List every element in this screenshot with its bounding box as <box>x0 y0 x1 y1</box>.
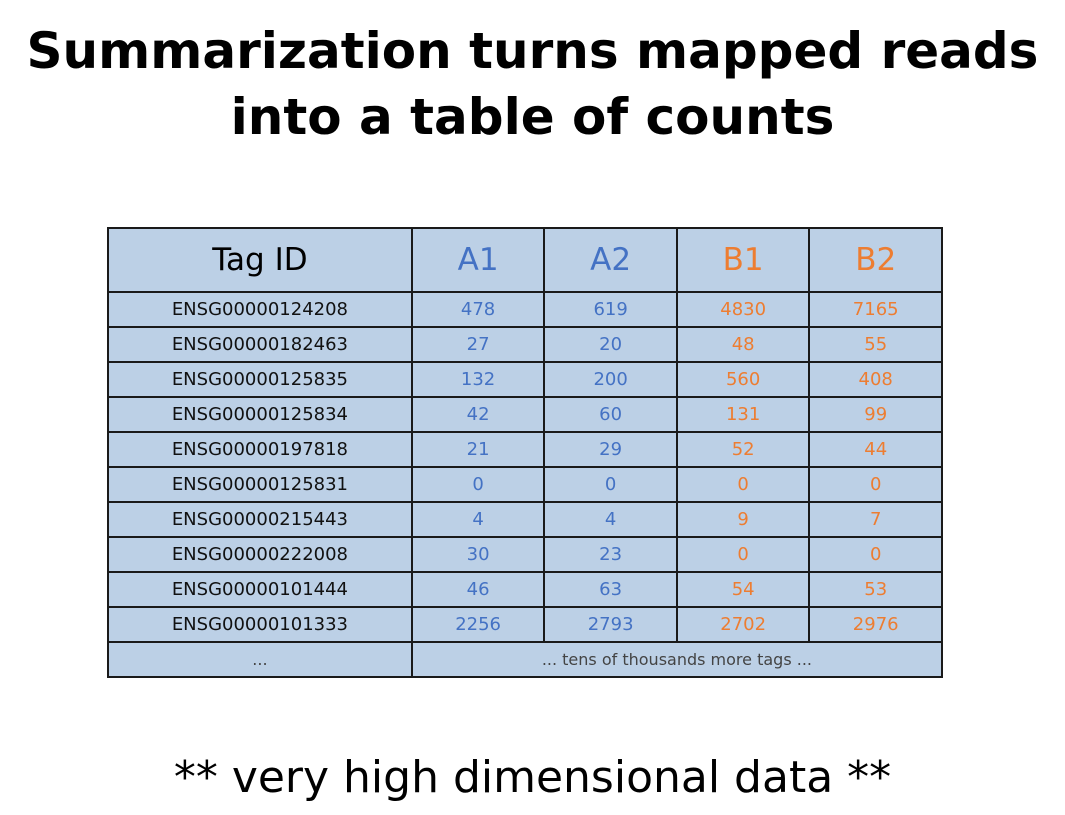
tag-id-cell: ENSG00000222008 <box>108 537 412 572</box>
count-cell-a1: 30 <box>412 537 545 572</box>
count-cell-a1: 478 <box>412 292 545 327</box>
count-cell-b2: 55 <box>809 327 942 362</box>
tag-id-cell: ENSG00000125835 <box>108 362 412 397</box>
count-cell-b2: 99 <box>809 397 942 432</box>
table-row: ENSG00000101444 46 63 54 53 <box>108 572 942 607</box>
count-cell-a1: 132 <box>412 362 545 397</box>
footer-caption: ** very high dimensional data ** <box>0 752 1065 803</box>
tag-id-cell: ENSG00000215443 <box>108 502 412 537</box>
count-cell-b2: 0 <box>809 467 942 502</box>
count-cell-a2: 4 <box>544 502 677 537</box>
tag-id-cell: ENSG00000101444 <box>108 572 412 607</box>
count-cell-b1: 131 <box>677 397 810 432</box>
tag-id-cell: ENSG00000197818 <box>108 432 412 467</box>
tag-id-cell: ENSG00000125831 <box>108 467 412 502</box>
count-cell-b1: 48 <box>677 327 810 362</box>
more-tags-note: ... tens of thousands more tags ... <box>412 642 942 677</box>
count-cell-a1: 27 <box>412 327 545 362</box>
tag-id-cell: ENSG00000182463 <box>108 327 412 362</box>
count-cell-a1: 2256 <box>412 607 545 642</box>
ellipsis-cell: ... <box>108 642 412 677</box>
count-cell-b1: 9 <box>677 502 810 537</box>
counts-table: Tag ID A1 A2 B1 B2 ENSG00000124208 478 6… <box>107 227 943 678</box>
count-cell-b2: 53 <box>809 572 942 607</box>
title-line-1: Summarization turns mapped reads <box>0 18 1065 84</box>
count-cell-b2: 7 <box>809 502 942 537</box>
count-cell-a2: 20 <box>544 327 677 362</box>
count-cell-b1: 560 <box>677 362 810 397</box>
count-cell-b1: 0 <box>677 537 810 572</box>
count-cell-a2: 2793 <box>544 607 677 642</box>
count-cell-b2: 0 <box>809 537 942 572</box>
count-cell-a2: 29 <box>544 432 677 467</box>
count-cell-b1: 2702 <box>677 607 810 642</box>
count-cell-a1: 4 <box>412 502 545 537</box>
count-cell-a1: 42 <box>412 397 545 432</box>
table-row: ENSG00000182463 27 20 48 55 <box>108 327 942 362</box>
table-body: ENSG00000124208 478 619 4830 7165 ENSG00… <box>108 292 942 677</box>
ellipsis-row: ... ... tens of thousands more tags ... <box>108 642 942 677</box>
table-row: ENSG00000222008 30 23 0 0 <box>108 537 942 572</box>
tag-id-cell: ENSG00000101333 <box>108 607 412 642</box>
tag-id-cell: ENSG00000124208 <box>108 292 412 327</box>
table-row: ENSG00000215443 4 4 9 7 <box>108 502 942 537</box>
table-row: ENSG00000125831 0 0 0 0 <box>108 467 942 502</box>
slide-title: Summarization turns mapped reads into a … <box>0 18 1065 150</box>
count-cell-a2: 60 <box>544 397 677 432</box>
header-tag-id: Tag ID <box>108 228 412 292</box>
count-cell-a2: 0 <box>544 467 677 502</box>
count-cell-b2: 44 <box>809 432 942 467</box>
table-row: ENSG00000125835 132 200 560 408 <box>108 362 942 397</box>
count-cell-b2: 2976 <box>809 607 942 642</box>
table-row: ENSG00000101333 2256 2793 2702 2976 <box>108 607 942 642</box>
count-cell-a2: 619 <box>544 292 677 327</box>
count-cell-b1: 0 <box>677 467 810 502</box>
count-cell-b1: 54 <box>677 572 810 607</box>
table-row: ENSG00000124208 478 619 4830 7165 <box>108 292 942 327</box>
count-cell-a2: 200 <box>544 362 677 397</box>
header-a1: A1 <box>412 228 545 292</box>
count-cell-a1: 21 <box>412 432 545 467</box>
table-row: ENSG00000125834 42 60 131 99 <box>108 397 942 432</box>
header-a2: A2 <box>544 228 677 292</box>
table-row: ENSG00000197818 21 29 52 44 <box>108 432 942 467</box>
count-cell-a2: 63 <box>544 572 677 607</box>
title-line-2: into a table of counts <box>0 84 1065 150</box>
count-cell-b2: 408 <box>809 362 942 397</box>
count-cell-b1: 52 <box>677 432 810 467</box>
header-b2: B2 <box>809 228 942 292</box>
count-cell-b1: 4830 <box>677 292 810 327</box>
count-cell-a1: 0 <box>412 467 545 502</box>
tag-id-cell: ENSG00000125834 <box>108 397 412 432</box>
count-cell-a2: 23 <box>544 537 677 572</box>
header-b1: B1 <box>677 228 810 292</box>
header-row: Tag ID A1 A2 B1 B2 <box>108 228 942 292</box>
count-cell-a1: 46 <box>412 572 545 607</box>
count-cell-b2: 7165 <box>809 292 942 327</box>
